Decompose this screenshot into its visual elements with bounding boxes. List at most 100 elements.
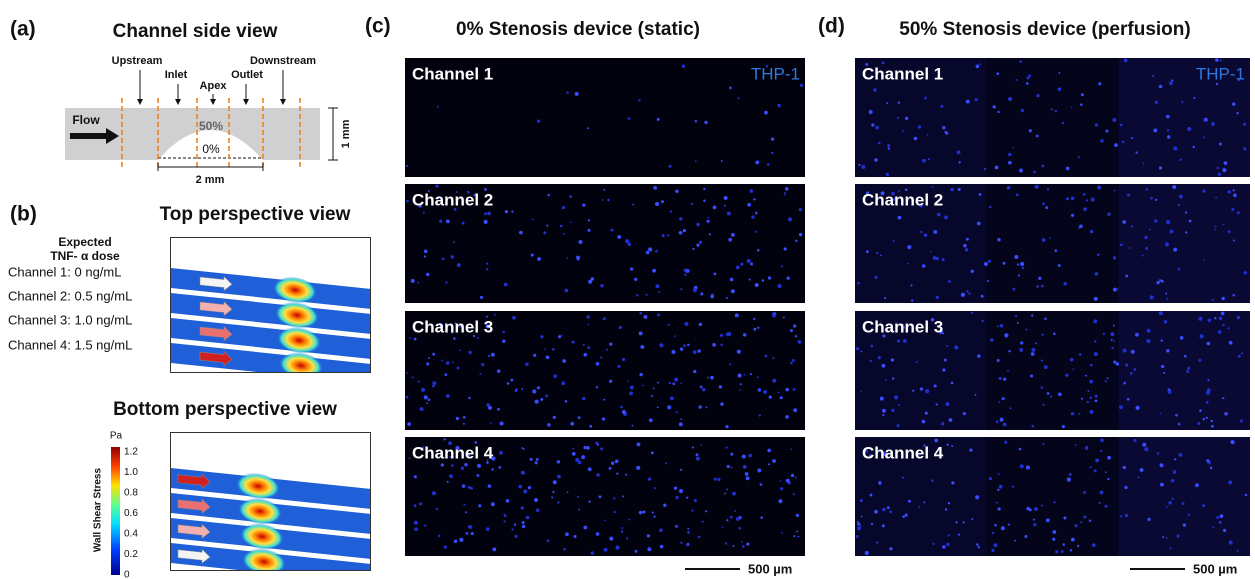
cell — [1016, 193, 1019, 196]
cell — [537, 257, 541, 261]
cell — [1231, 208, 1234, 211]
cell — [680, 418, 682, 420]
cell — [536, 458, 539, 461]
cell — [884, 297, 886, 299]
cell — [763, 390, 767, 394]
cell — [1033, 523, 1036, 526]
cell — [465, 511, 467, 513]
cell — [432, 353, 435, 356]
cell — [499, 451, 503, 455]
cell — [432, 491, 436, 495]
cell — [860, 499, 863, 502]
cell — [1223, 529, 1226, 532]
cell — [466, 532, 469, 535]
cell — [452, 361, 454, 363]
cell — [731, 233, 735, 237]
cell — [734, 510, 736, 512]
cell — [1122, 141, 1125, 144]
cell — [1172, 185, 1176, 189]
cell — [1033, 171, 1036, 174]
cell — [750, 189, 754, 193]
cell — [558, 335, 561, 338]
cell — [1100, 491, 1104, 495]
cell — [1237, 316, 1240, 319]
cell — [1219, 143, 1222, 146]
cell — [1090, 466, 1092, 468]
cell — [617, 235, 621, 239]
cell — [999, 377, 1002, 380]
cell — [491, 502, 495, 506]
cell — [674, 335, 676, 337]
cell — [1144, 447, 1148, 451]
cell — [680, 288, 682, 290]
cell — [885, 379, 887, 381]
cell — [557, 501, 559, 503]
cell — [1153, 128, 1157, 132]
cell — [1210, 467, 1213, 470]
cell — [1168, 501, 1172, 505]
cell — [1058, 72, 1060, 74]
dose-label: Channel 2: 0.5 ng/mL — [8, 288, 132, 303]
cell — [1000, 418, 1004, 422]
cell — [772, 459, 776, 463]
cell — [512, 528, 514, 530]
cell — [491, 468, 493, 470]
cell — [1036, 94, 1039, 97]
cell — [1160, 463, 1164, 467]
cell — [1071, 214, 1074, 217]
cell — [942, 368, 945, 371]
cell — [719, 385, 722, 388]
cell — [1001, 526, 1005, 530]
region-label: Downstream — [250, 55, 316, 67]
cell — [1095, 272, 1099, 276]
cell — [696, 453, 699, 456]
cell — [950, 188, 953, 191]
cell — [1159, 279, 1161, 281]
cell — [439, 220, 442, 223]
cell — [602, 199, 604, 201]
cell — [531, 253, 534, 256]
cell — [640, 345, 644, 349]
cell — [521, 471, 525, 475]
cell — [674, 486, 677, 489]
cell — [519, 231, 523, 235]
cell — [755, 160, 759, 164]
cell — [1094, 297, 1098, 301]
cell — [932, 543, 934, 545]
cell — [1223, 223, 1225, 225]
cell — [750, 263, 753, 266]
cell — [567, 491, 569, 493]
cell — [799, 233, 802, 236]
cell — [600, 447, 603, 450]
cell — [578, 509, 580, 511]
cell — [1083, 515, 1086, 518]
cell — [1147, 518, 1150, 521]
cell — [445, 373, 448, 376]
cell — [735, 313, 739, 317]
cell — [951, 481, 954, 484]
cell — [565, 532, 569, 536]
cell — [649, 418, 653, 422]
cell — [532, 389, 536, 393]
cell — [726, 447, 728, 449]
cell — [659, 343, 663, 347]
cell — [679, 422, 683, 426]
region-label: Inlet — [165, 69, 188, 81]
cell — [784, 192, 786, 194]
panel-title: 50% Stenosis device (perfusion) — [899, 19, 1190, 40]
cell — [1124, 486, 1127, 489]
cell — [417, 282, 419, 284]
cell — [951, 445, 953, 447]
cell — [744, 374, 746, 376]
cell — [516, 388, 518, 390]
cell — [759, 414, 761, 416]
cell — [639, 331, 643, 335]
cell — [928, 158, 930, 160]
cell — [1047, 188, 1049, 190]
cell — [591, 551, 595, 555]
cell — [1092, 543, 1096, 547]
cell — [1131, 350, 1135, 354]
cell — [918, 506, 920, 508]
cell — [684, 269, 687, 272]
cell — [578, 461, 582, 465]
